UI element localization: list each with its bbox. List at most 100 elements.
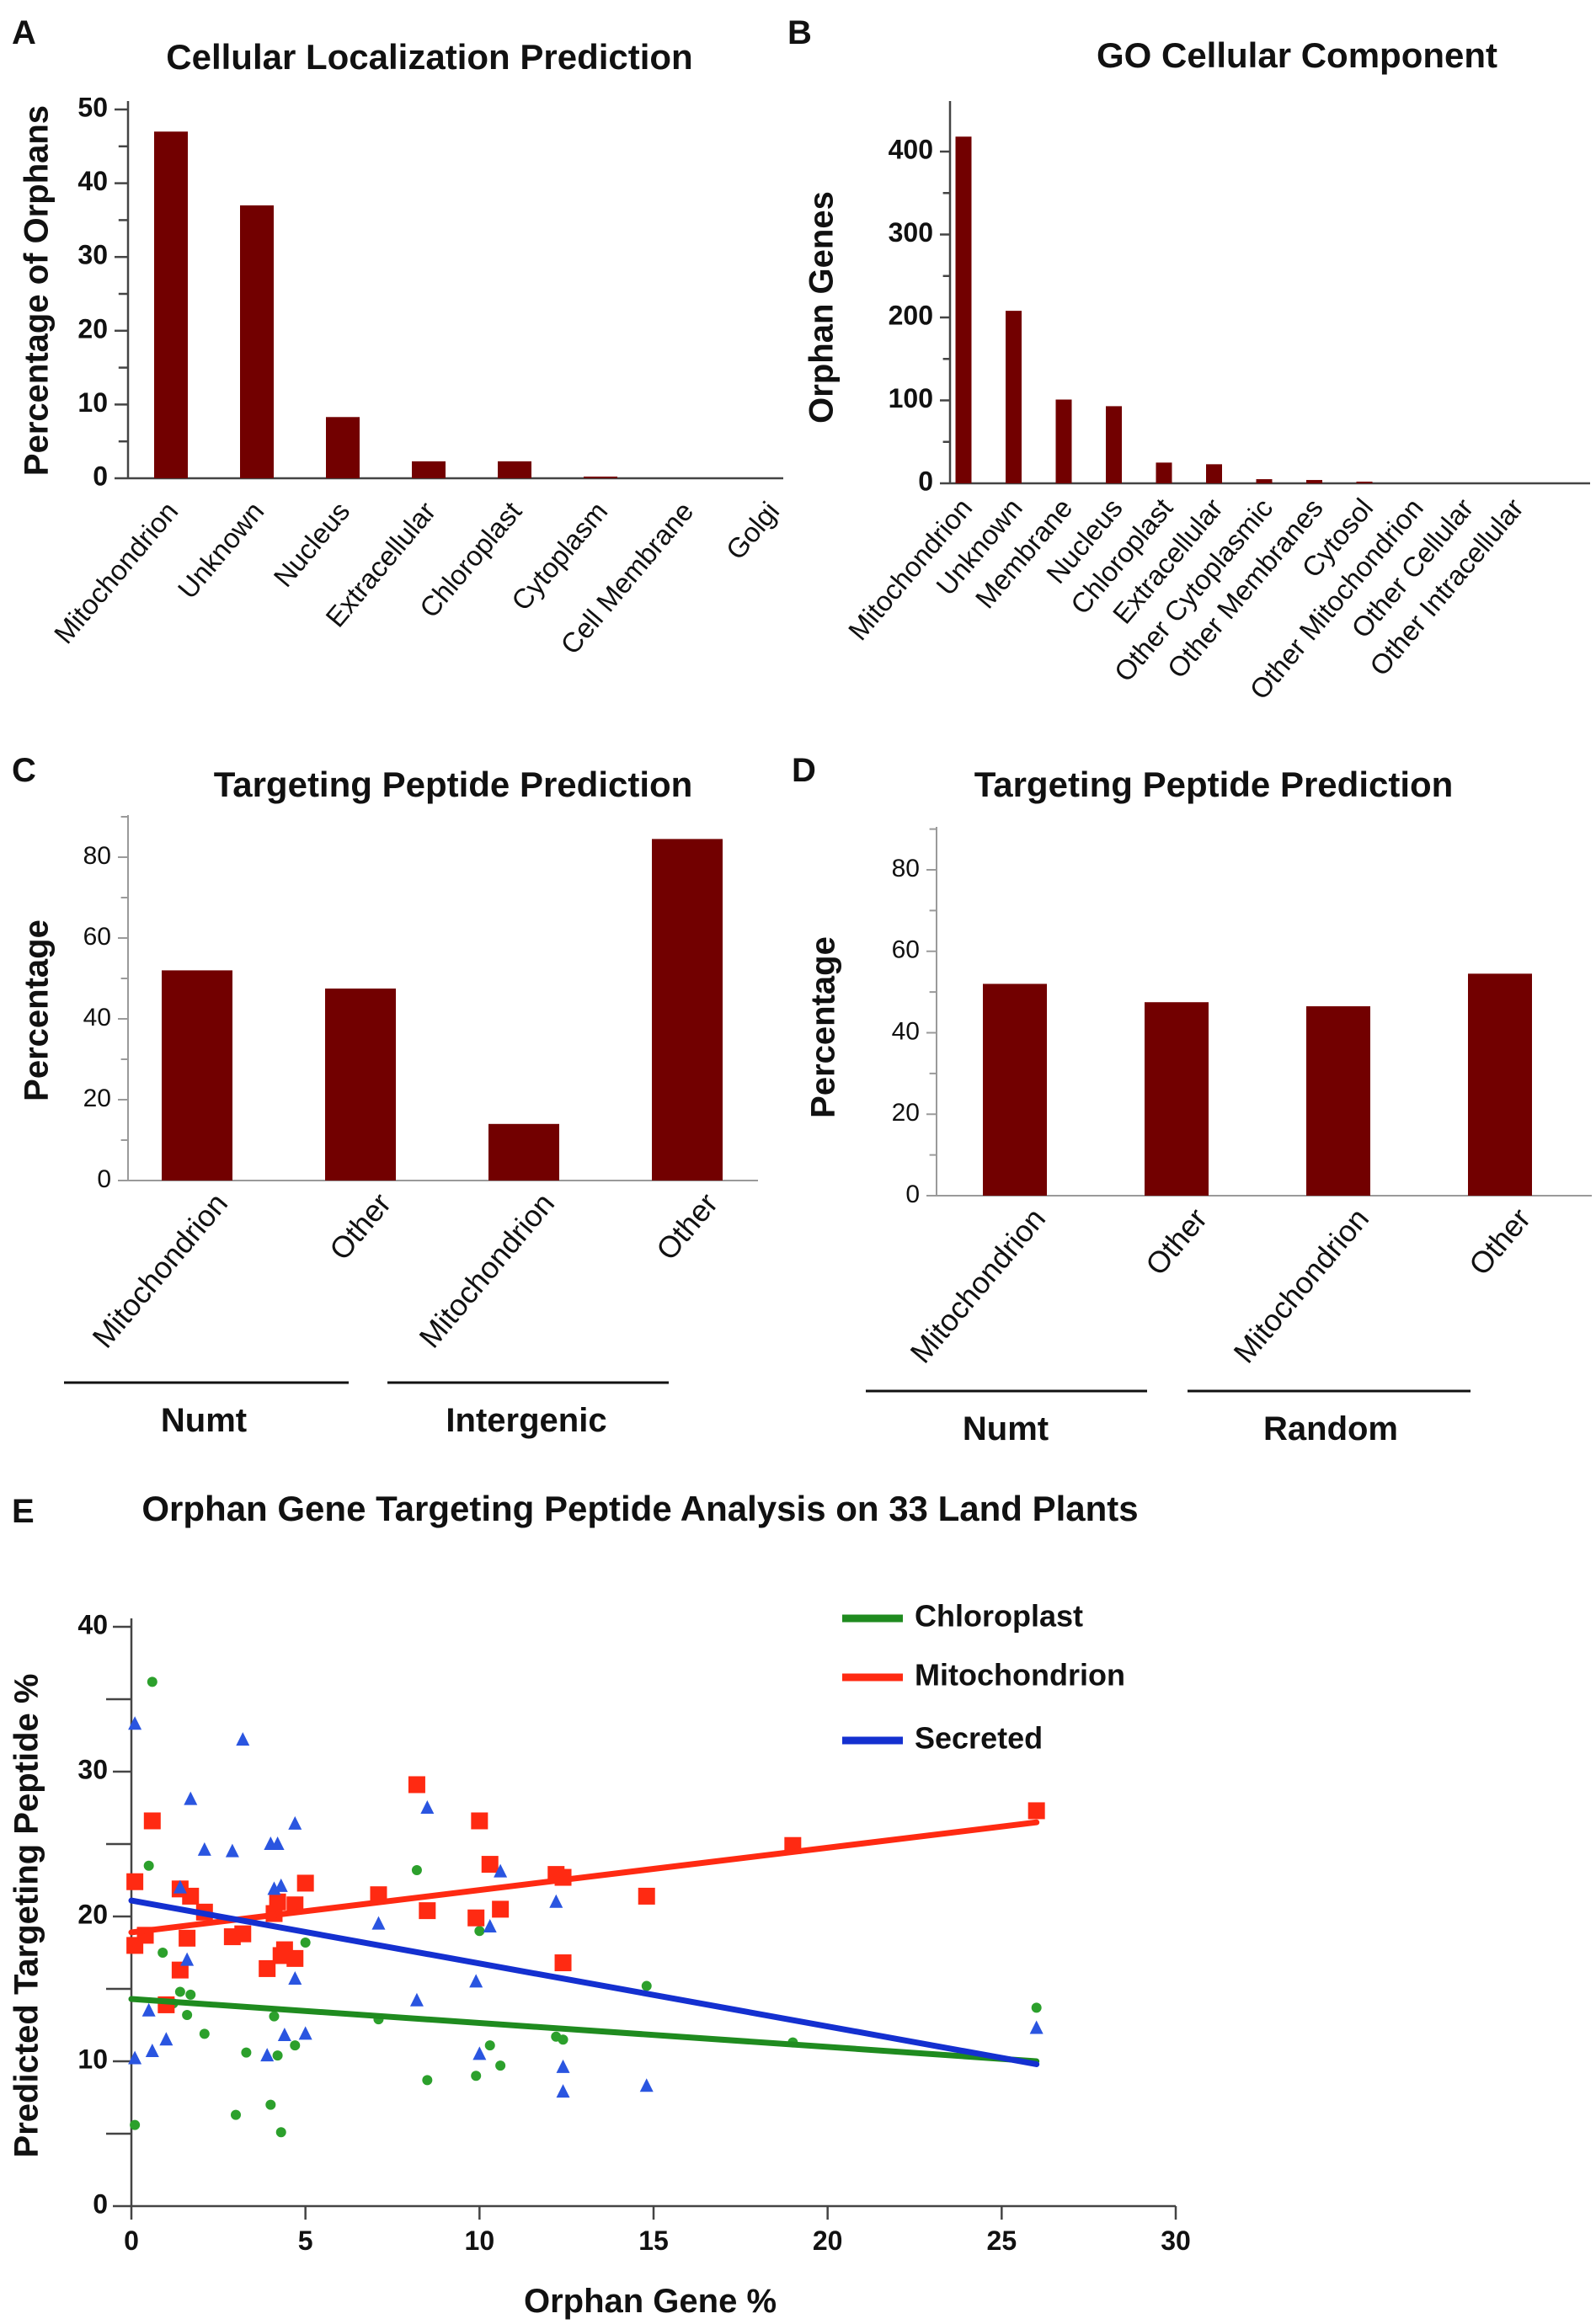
point-chloroplast (182, 2009, 193, 2020)
panel-e: E Orphan Gene Targeting Peptide Analysis … (8, 1489, 1191, 2320)
chart-title: Targeting Peptide Prediction (214, 765, 693, 804)
group-label: Numt (963, 1410, 1049, 1447)
point-chloroplast (157, 1948, 168, 1958)
panel-c: C Targeting Peptide Prediction Percentage 0… (12, 752, 758, 1439)
point-chloroplast (641, 1980, 652, 1991)
y-tick-label: 60 (892, 936, 920, 964)
y-axis-label: Percentage (19, 919, 56, 1101)
bar-mitochondrion (162, 970, 232, 1181)
point-mitochondrion (234, 1925, 252, 1943)
y-axis-label: Orphan Genes (803, 191, 841, 424)
point-secreted (494, 1863, 508, 1878)
x-tick-label: 15 (638, 2225, 669, 2256)
point-mitochondrion (269, 1893, 286, 1911)
y-axis-label: Percentage (805, 936, 842, 1118)
point-mitochondrion (638, 1887, 655, 1905)
y-tick-label: 50 (77, 92, 108, 122)
point-chloroplast (300, 1937, 311, 1948)
legend-label: Secreted (915, 1721, 1043, 1756)
x-axis-label: Orphan Gene % (524, 2283, 777, 2320)
x-tick-label: 20 (813, 2225, 843, 2256)
panel-b: B GO Cellular Component Orphan Genes 0 100 20… (787, 14, 1590, 706)
point-secreted (483, 1919, 497, 1933)
x-category-label: Mitochondrion (1226, 1202, 1375, 1370)
point-mitochondrion (419, 1902, 436, 1920)
x-tick-label: 30 (1161, 2225, 1191, 2256)
point-chloroplast (272, 2050, 283, 2061)
point-mitochondrion (259, 1959, 276, 1977)
group-label: Numt (161, 1402, 247, 1439)
y-tick-label: 400 (889, 134, 933, 164)
point-secreted (409, 1992, 424, 2007)
point-mitochondrion (481, 1856, 499, 1874)
y-tick-label: 20 (892, 1099, 920, 1127)
y-tick-label: 0 (918, 466, 933, 496)
point-mitochondrion (286, 1949, 304, 1967)
y-tick-label: 80 (83, 842, 111, 870)
legend: Chloroplast Mitochondrion Secreted (842, 1599, 1125, 1756)
bar-mitochondrion (488, 1123, 559, 1181)
x-category-label: Other (1462, 1202, 1537, 1282)
x-category-label: Other (323, 1186, 398, 1266)
point-chloroplast (130, 2119, 141, 2130)
bar-other (1468, 973, 1532, 1196)
point-chloroplast (269, 2011, 280, 2022)
point-chloroplast (411, 1864, 422, 1875)
point-secreted (288, 1815, 302, 1830)
bar-cytoplasm (584, 477, 617, 478)
bar-mitochondrion (1306, 1006, 1370, 1196)
point-mitochondrion (467, 1909, 485, 1927)
point-mitochondrion (554, 1954, 572, 1972)
point-chloroplast (275, 2127, 286, 2138)
point-mitochondrion (182, 1887, 200, 1905)
chart-title: Cellular Localization Prediction (166, 37, 692, 77)
x-tick-label: 10 (465, 2225, 495, 2256)
point-chloroplast (174, 1986, 185, 1997)
x-category-label: Mitochondrion (48, 496, 184, 650)
point-secreted (145, 2043, 159, 2057)
y-tick-label: 20 (83, 1085, 111, 1112)
point-chloroplast (422, 2075, 433, 2086)
bar-other-membranes (1306, 480, 1322, 483)
trendline-secreted (128, 1897, 1040, 2067)
x-tick-label: 0 (124, 2225, 139, 2256)
trendline-mitochondrion (128, 1819, 1040, 1936)
y-tick-label: 40 (892, 1017, 920, 1045)
y-tick-label: 40 (83, 1004, 111, 1031)
point-secreted (128, 2050, 142, 2065)
bar-mitochondrion (955, 136, 972, 483)
point-secreted (371, 1916, 386, 1930)
y-tick-label: 200 (889, 300, 933, 330)
point-chloroplast (199, 2028, 210, 2039)
x-category-label: Mitochondrion (412, 1186, 561, 1355)
group-label: Random (1263, 1410, 1398, 1447)
x-category-label: Other (1139, 1202, 1214, 1282)
x-tick-label: 5 (298, 2225, 313, 2256)
point-mitochondrion (492, 1900, 510, 1918)
point-secreted (225, 1843, 239, 1858)
x-category-label: Nucleus (267, 496, 355, 593)
point-secreted (180, 1952, 195, 1966)
chart-title: GO Cellular Component (1097, 35, 1497, 75)
bar-mitochondrion (983, 983, 1047, 1196)
x-category-label: Unknown (172, 496, 270, 605)
point-secreted (184, 1791, 198, 1805)
point-mitochondrion (171, 1961, 189, 1979)
point-chloroplast (484, 2040, 495, 2051)
panel-label: D (792, 752, 816, 789)
point-secreted (469, 1974, 483, 1988)
point-mitochondrion (408, 1776, 425, 1794)
bar-nucleus (1106, 406, 1122, 483)
point-chloroplast (471, 2071, 482, 2081)
panel-label: A (12, 14, 36, 51)
point-chloroplast (495, 2060, 506, 2071)
point-secreted (260, 2048, 275, 2062)
y-tick-label: 10 (77, 2044, 108, 2074)
point-chloroplast (1031, 2002, 1042, 2013)
y-tick-label: 40 (77, 166, 108, 196)
point-chloroplast (143, 1860, 154, 1871)
series-mitochondrion (126, 1776, 1045, 2013)
panel-label: C (12, 752, 36, 789)
bar-chloroplast (1156, 462, 1172, 483)
point-secreted (173, 1879, 187, 1894)
